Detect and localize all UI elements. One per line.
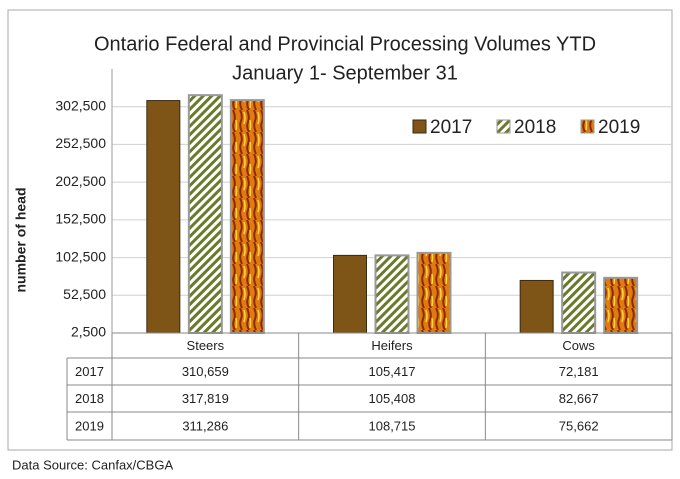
legend-label: 2019 bbox=[598, 117, 640, 138]
bar bbox=[374, 254, 410, 334]
legend-swatch bbox=[412, 119, 427, 134]
table-row-label: 2019 bbox=[75, 418, 104, 433]
table-cell: 75,662 bbox=[559, 418, 599, 433]
table-row-label: 2017 bbox=[75, 364, 104, 379]
table-row-label: 2018 bbox=[75, 391, 104, 406]
legend-swatch bbox=[496, 119, 511, 134]
y-tick-label: 2,500 bbox=[71, 324, 106, 340]
legend-label: 2017 bbox=[430, 117, 472, 138]
table-cell: 105,417 bbox=[369, 364, 416, 379]
chart-title: Ontario Federal and Provincial Processin… bbox=[94, 33, 596, 55]
bar bbox=[187, 94, 223, 335]
x-tick-label: Heifers bbox=[371, 338, 413, 353]
frame bbox=[7, 9, 673, 451]
table-cell: 82,667 bbox=[559, 391, 599, 406]
bar bbox=[229, 99, 265, 334]
y-tick-label: 302,500 bbox=[55, 97, 106, 113]
table-cell: 311,286 bbox=[182, 418, 228, 433]
bar bbox=[333, 254, 367, 334]
bar bbox=[603, 276, 639, 334]
table-cell: 72,181 bbox=[559, 364, 599, 379]
table-cell: 105,408 bbox=[369, 391, 416, 406]
legend-swatch bbox=[580, 119, 595, 134]
y-tick-label: 52,500 bbox=[63, 286, 106, 302]
x-tick-label: Cows bbox=[562, 338, 595, 353]
x-tick-label: Steers bbox=[187, 338, 225, 353]
bar bbox=[146, 100, 181, 334]
bar bbox=[561, 271, 597, 335]
bar bbox=[416, 251, 452, 334]
y-tick-label: 152,500 bbox=[55, 211, 106, 227]
y-tick-label: 252,500 bbox=[55, 135, 106, 151]
y-tick-label: 102,500 bbox=[55, 248, 106, 264]
source-note: Data Source: Canfax/CBGA bbox=[12, 457, 173, 472]
table-cell: 310,659 bbox=[182, 364, 229, 379]
table-cell: 108,715 bbox=[369, 418, 416, 433]
table-cell: 317,819 bbox=[182, 391, 229, 406]
bar bbox=[519, 279, 554, 334]
legend-label: 2018 bbox=[514, 117, 556, 138]
chart-subtitle: January 1- September 31 bbox=[232, 62, 458, 84]
y-tick-label: 202,500 bbox=[55, 173, 106, 189]
y-axis-title: number of head bbox=[13, 187, 29, 292]
